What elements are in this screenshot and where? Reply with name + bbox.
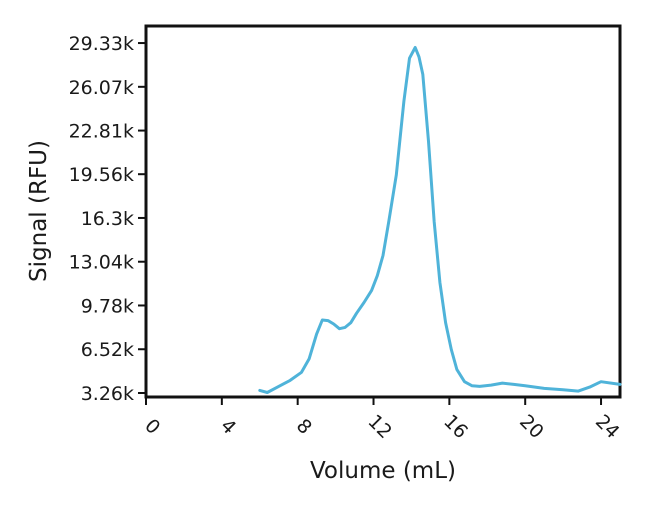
x-tick-label: 8 bbox=[292, 415, 316, 439]
y-tick-label: 16.3k bbox=[81, 208, 134, 230]
x-tick-label: 12 bbox=[363, 410, 396, 443]
y-tick-labels: 3.26k 6.52k 9.78k 13.04k 16.3k 19.56k 22.81k 26… bbox=[69, 33, 134, 405]
y-tick-label: 22.81k bbox=[69, 121, 134, 143]
axis-ticks bbox=[138, 42, 603, 405]
x-tick-label: 20 bbox=[515, 410, 548, 443]
y-tick-label: 6.52k bbox=[81, 339, 134, 361]
x-tick-label: 24 bbox=[591, 410, 624, 443]
series-line bbox=[258, 46, 622, 394]
y-tick-label: 26.07k bbox=[69, 77, 134, 99]
y-tick-label: 29.33k bbox=[69, 33, 134, 55]
y-axis-title: Signal (RFU) bbox=[26, 140, 52, 282]
y-tick-label: 19.56k bbox=[69, 164, 134, 186]
x-tick-label: 16 bbox=[439, 410, 472, 443]
y-tick-label: 9.78k bbox=[81, 295, 134, 317]
x-axis-title: Volume (mL) bbox=[310, 458, 456, 484]
y-tick-label: 13.04k bbox=[69, 252, 134, 274]
plot-frame bbox=[144, 24, 622, 399]
x-tick-label: 0 bbox=[140, 415, 164, 439]
x-tick-labels: 0 4 8 12 16 20 24 bbox=[140, 410, 623, 443]
y-tick-label: 3.26k bbox=[81, 383, 134, 405]
x-tick-label: 4 bbox=[216, 415, 240, 439]
